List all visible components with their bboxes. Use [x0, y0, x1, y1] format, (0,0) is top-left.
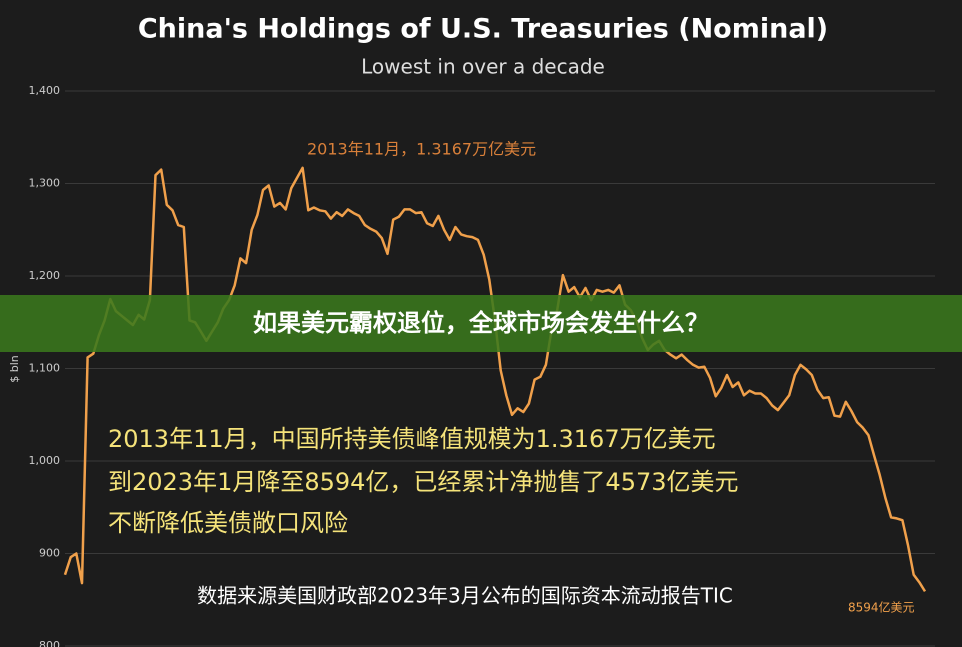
- caption-line: 不断降低美债敞口风险: [108, 509, 348, 537]
- y-tick-label: 1,400: [29, 84, 61, 97]
- annotation: 2013年11月，1.3167万亿美元: [307, 140, 536, 159]
- y-tick-label: 800: [39, 639, 60, 647]
- axes: 800 900 1,000 1,100 1,200 1,300 1,400: [29, 84, 935, 647]
- overlay: 如果美元霸权退位，全球市场会发生什么？ 2013年11月，中国所持美债峰值规模为…: [0, 295, 962, 608]
- annotation: 8594亿美元: [848, 600, 915, 615]
- source-text: 数据来源美国财政部2023年3月公布的国际资本流动报告TIC: [197, 584, 733, 608]
- caption-line: 2013年11月，中国所持美债峰值规模为1.3167万亿美元: [108, 425, 716, 453]
- y-axis-label: $ bln: [8, 355, 21, 383]
- y-tick-label: 900: [39, 547, 60, 560]
- banner-background: [0, 295, 962, 352]
- y-tick-label: 1,200: [29, 269, 61, 282]
- y-tick-label: 1,300: [29, 177, 61, 190]
- caption-line: 到2023年1月降至8594亿，已经累计净抛售了4573亿美元: [108, 468, 739, 496]
- chart-subtitle: Lowest in over a decade: [361, 55, 605, 79]
- banner-text: 如果美元霸权退位，全球市场会发生什么？: [253, 309, 709, 337]
- y-tick-label: 1,000: [29, 454, 61, 467]
- chart-title: China's Holdings of U.S. Treasuries (Nom…: [138, 14, 828, 45]
- y-tick-label: 1,100: [29, 362, 61, 375]
